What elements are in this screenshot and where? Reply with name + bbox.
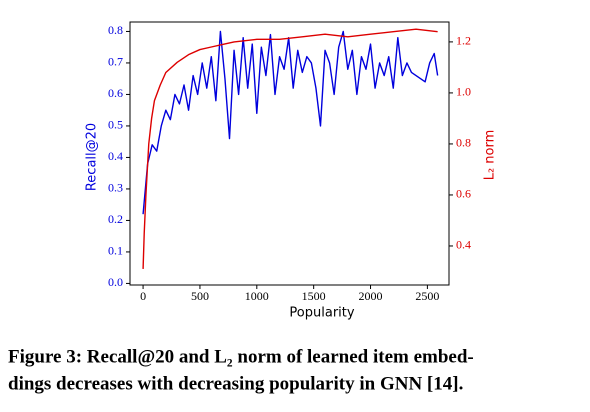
y2-tick-label: 0.8 [456, 136, 471, 150]
caption-line: dings decreases with decreasing populari… [8, 373, 463, 394]
x-tick-label: 1000 [245, 289, 269, 303]
y-tick-label: 0.1 [108, 244, 123, 258]
y-tick-label: 0.6 [108, 86, 123, 100]
y2-axis-label: L₂ norm [483, 130, 498, 181]
y-tick-label: 0.8 [108, 23, 123, 37]
y-tick-label: 0.5 [108, 118, 123, 132]
y2-tick-label: 0.4 [456, 238, 471, 252]
x-tick-label: 1500 [302, 289, 326, 303]
x-tick-label: 2500 [415, 289, 439, 303]
y-tick-label: 0.4 [108, 149, 123, 163]
data-line [142, 28, 438, 269]
y-tick-label: 0.2 [108, 212, 123, 226]
x-tick-label: 500 [191, 289, 209, 303]
x-tick-label: 2000 [359, 289, 383, 303]
y2-tick-label: 1.2 [456, 34, 471, 48]
caption-line: Figure 3: Recall@20 and L₂ norm of learn… [8, 346, 474, 367]
data-line [142, 30, 439, 215]
y2-tick-label: 1.0 [456, 85, 471, 99]
y-tick-label: 0.3 [108, 181, 123, 195]
y-tick-label: 0.0 [108, 275, 123, 289]
x-tick-label: 0 [140, 289, 146, 303]
y2-tick-label: 0.6 [456, 187, 471, 201]
x-axis-label: Popularity [289, 306, 354, 321]
y-tick-label: 0.7 [108, 55, 123, 69]
plot-frame [129, 21, 450, 286]
y-axis-label: Recall@20 [85, 123, 100, 191]
